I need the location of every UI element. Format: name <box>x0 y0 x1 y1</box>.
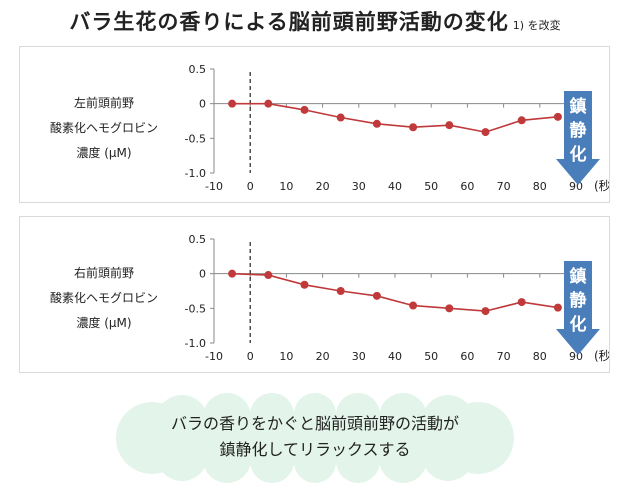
x-tick-label: -10 <box>205 180 223 193</box>
y-tick-label: 0 <box>199 268 206 281</box>
y-axis-label-line: 左前頭前野 <box>73 96 134 110</box>
sedation-label-char: 化 <box>569 315 587 335</box>
y-axis-label-line: 濃度 (μM) <box>76 316 132 330</box>
data-point <box>409 301 418 310</box>
line-chart: 0.5 0 -0.5 -1.0-10 0 10 20 30 40 50 60 70 80 90 (秒) <box>185 233 609 363</box>
x-tick-label: 40 <box>388 180 402 193</box>
data-point <box>445 304 454 313</box>
x-tick-label: 90 <box>569 180 583 193</box>
sedation-label-char: 静 <box>569 121 587 141</box>
title-note: 1) を改変 <box>512 19 561 32</box>
x-tick-label: 0 <box>247 180 254 193</box>
down-arrow-icon <box>556 91 600 185</box>
line-chart: 0.5 0 -0.5 -1.0-10 0 10 20 30 40 50 60 70 80 90 (秒) <box>185 63 609 193</box>
series-line <box>232 272 559 312</box>
series-line <box>232 102 558 133</box>
x-tick-label: 30 <box>352 350 366 363</box>
data-point <box>300 105 309 114</box>
y-axis-label: 左前頭前野 酸素化ヘモグロビン 濃度 (μM) <box>34 91 174 166</box>
x-tick-label: 70 <box>497 350 511 363</box>
cloud-shape <box>116 393 514 483</box>
x-tick-label: 50 <box>424 350 438 363</box>
y-tick-label: -1.0 <box>185 337 206 350</box>
summary-line: バラの香りをかぐと脳前頭前野の活動が <box>170 414 459 433</box>
title-main: バラ生花の香りによる脳前頭前野活動の変化 <box>69 10 509 34</box>
x-axis-unit: (秒) <box>594 349 609 363</box>
summary-line: 鎮静化してリラックスする <box>219 440 411 459</box>
x-tick-label: 50 <box>424 180 438 193</box>
x-tick-label: 0 <box>247 350 254 363</box>
right-prefrontal-chart-panel: 右前頭前野 酸素化ヘモグロビン 濃度 (μM) 0.5 0 -0.5 -1.0 -10 0… <box>19 216 610 373</box>
down-arrow-icon <box>556 261 600 355</box>
data-point <box>517 116 526 125</box>
x-tick-label: -10 <box>205 350 223 363</box>
data-point <box>228 99 237 108</box>
x-tick-label: 40 <box>388 350 402 363</box>
y-tick-label: 0.5 <box>189 63 207 76</box>
y-axis-label-line: 右前頭前野 <box>73 266 134 280</box>
x-tick-label: 80 <box>533 180 547 193</box>
y-axis-label-line: 酸素化ヘモグロビン <box>49 291 158 305</box>
summary-cloud-bubble: バラの香りをかぐと脳前頭前野の活動が 鎮静化してリラックスする <box>112 393 518 483</box>
data-point <box>481 128 490 137</box>
y-axis-label-line: 濃度 (μM) <box>76 146 132 160</box>
x-tick-label: 60 <box>460 180 474 193</box>
x-tick-label: 80 <box>533 350 547 363</box>
x-tick-label: 90 <box>569 350 583 363</box>
sedation-label-char: 化 <box>569 145 587 165</box>
data-point <box>481 307 490 316</box>
data-point <box>372 119 381 128</box>
data-point <box>336 113 345 122</box>
x-tick-label: 20 <box>316 180 330 193</box>
sedation-label-char: 静 <box>569 291 587 311</box>
y-axis-label-line: 酸素化ヘモグロビン <box>49 121 158 135</box>
y-tick-label: -1.0 <box>185 167 206 180</box>
sedation-label-char: 鎮 <box>569 267 587 287</box>
y-tick-label: 0 <box>199 98 206 111</box>
data-point <box>445 121 454 130</box>
sedation-arrow: 鎮 静 化 <box>556 91 600 185</box>
y-tick-label: 0.5 <box>189 233 207 246</box>
data-point <box>336 287 345 295</box>
x-tick-label: 20 <box>316 350 330 363</box>
page-title: バラ生花の香りによる脳前頭前野活動の変化 1) を改変 <box>0 6 630 36</box>
x-tick-label: 10 <box>279 180 293 193</box>
x-axis-unit: (秒) <box>594 179 609 193</box>
data-point <box>372 291 381 300</box>
x-tick-label: 30 <box>352 180 366 193</box>
x-tick-label: 70 <box>497 180 511 193</box>
left-prefrontal-chart-panel: 左前頭前野 酸素化ヘモグロビン 濃度 (μM) 0.5 0 -0.5 -1.0 -10 0… <box>19 46 610 203</box>
data-point <box>300 280 309 289</box>
y-tick-label: -0.5 <box>185 302 206 315</box>
x-tick-label: 60 <box>460 350 474 363</box>
data-point <box>264 99 273 108</box>
y-axis-label: 右前頭前野 酸素化ヘモグロビン 濃度 (μM) <box>34 261 174 336</box>
data-point <box>264 271 273 280</box>
sedation-label-char: 鎮 <box>569 97 587 117</box>
x-tick-label: 10 <box>279 350 293 363</box>
data-point <box>409 123 418 132</box>
y-tick-label: -0.5 <box>185 132 206 145</box>
data-point <box>553 112 562 121</box>
data-point <box>553 303 562 312</box>
data-point <box>517 298 526 307</box>
sedation-arrow: 鎮 静 化 <box>556 261 600 355</box>
data-point <box>228 269 237 278</box>
